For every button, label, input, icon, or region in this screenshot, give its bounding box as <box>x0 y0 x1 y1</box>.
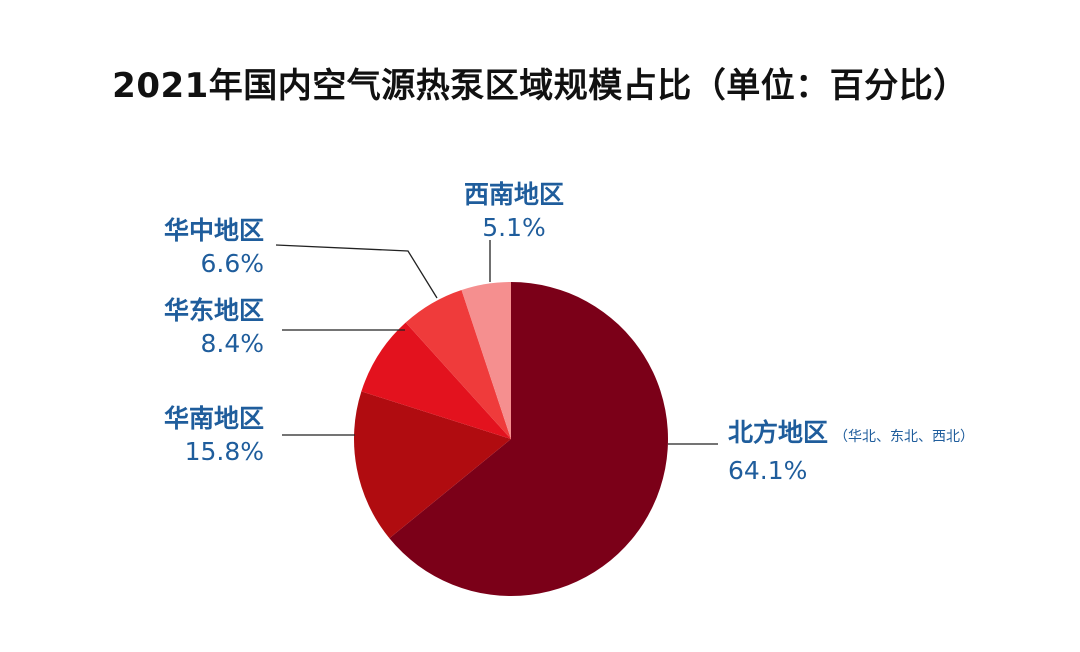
pie-slice-east <box>361 322 511 439</box>
pie-slice-southwest <box>461 282 511 439</box>
label-southwest-value: 5.1% <box>482 213 546 242</box>
label-north-value: 64.1% <box>728 456 808 485</box>
label-east-value: 8.4% <box>200 329 264 358</box>
label-southwest-name: 西南地区 <box>463 180 564 209</box>
pie-slice-north <box>389 282 668 596</box>
label-north-note: （华北、东北、西北） <box>834 429 975 445</box>
label-central-name: 华中地区 <box>163 216 264 245</box>
label-east-name: 华东地区 <box>163 296 264 325</box>
label-south: 华南地区 15.8% <box>140 402 264 468</box>
pie-slice-central <box>405 289 511 439</box>
label-south-value: 15.8% <box>184 437 264 466</box>
label-south-name: 华南地区 <box>163 404 264 433</box>
label-north: 北方地区 （华北、东北、西北） 64.1% <box>728 416 974 487</box>
label-east: 华东地区 8.4% <box>140 294 264 360</box>
chart-title: 2021年国内空气源热泵区域规模占比（单位：百分比） <box>112 66 968 106</box>
pie-slice-south <box>353 391 511 539</box>
leader-line-central <box>275 244 438 299</box>
label-north-name: 北方地区 <box>728 418 829 447</box>
label-southwest: 西南地区 5.1% <box>452 178 576 244</box>
label-central-value: 6.6% <box>200 249 264 278</box>
label-central: 华中地区 6.6% <box>140 214 264 280</box>
